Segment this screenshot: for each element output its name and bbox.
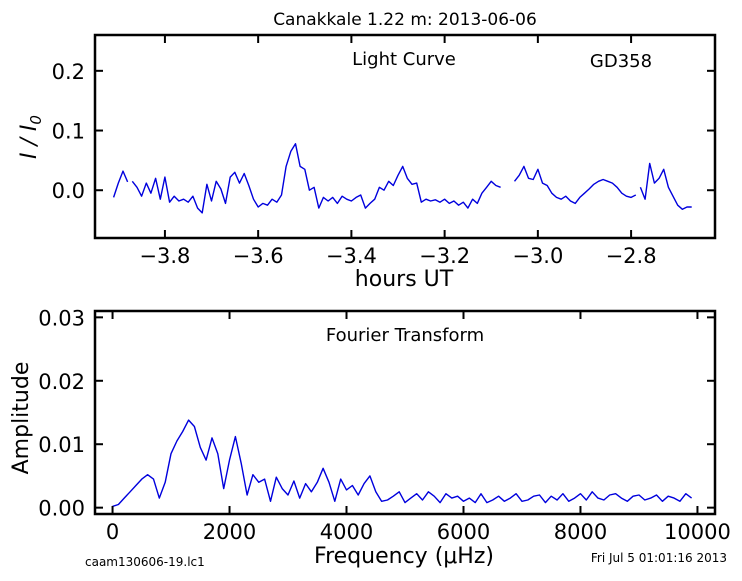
x-tick-label: 6000 [437, 520, 490, 544]
y-tick-label: 0.02 [38, 370, 85, 394]
light-curve-series [112, 142, 692, 214]
x-tick-label: 0 [106, 520, 119, 544]
series-segment-0 [112, 419, 693, 508]
star-name-annotation: GD358 [590, 51, 652, 72]
light-curve-annotation: Light Curve [352, 49, 456, 70]
series-segment-3 [639, 162, 692, 211]
light-curve-x-label: hours UT [355, 267, 454, 292]
series-segment-0 [112, 170, 129, 198]
light-curve-y-ticks: 0.0 0.1 0.2 [52, 60, 715, 203]
footer-filename: caam130606-19.lc1 [85, 555, 205, 569]
x-tick-label: −2.8 [606, 244, 657, 268]
light-curve-panel: Light Curve GD358 −3.8 −3.6 −3.4 −3.2 −3.0 −2… [17, 33, 717, 292]
x-tick-label: −3.8 [139, 244, 190, 268]
y-tick-label: 0.1 [52, 120, 85, 144]
light-curve-y-label: I / I0 [17, 115, 45, 159]
series-segment-2 [513, 165, 637, 205]
x-tick-label: 10000 [664, 520, 731, 544]
fourier-annotation: Fourier Transform [326, 325, 484, 346]
light-curve-frame [93, 33, 717, 240]
y-tick-label: 0.2 [52, 60, 85, 84]
fourier-y-label: Amplitude [9, 362, 34, 475]
x-tick-label: 2000 [203, 520, 256, 544]
figure-title: Canakkale 1.22 m: 2013-06-06 [273, 10, 537, 30]
fourier-series [112, 419, 693, 508]
y-tick-label: 0.03 [38, 306, 85, 330]
light-curve-x-ticks: −3.8 −3.6 −3.4 −3.2 −3.0 −2.8 [139, 35, 657, 268]
fourier-x-ticks: 0 2000 4000 6000 8000 10000 [106, 311, 731, 544]
y-tick-label: 0.0 [52, 179, 85, 203]
y-tick-label: 0.01 [38, 433, 85, 457]
fourier-y-ticks: 0.00 0.01 0.02 0.03 [38, 306, 715, 521]
series-segment-1 [131, 142, 501, 214]
x-tick-label: 8000 [554, 520, 607, 544]
fourier-frame [93, 309, 717, 516]
x-tick-label: −3.0 [512, 244, 563, 268]
footer-timestamp: Fri Jul 5 01:01:16 2013 [591, 551, 727, 565]
x-tick-label: −3.2 [419, 244, 470, 268]
x-tick-label: 4000 [320, 520, 373, 544]
fourier-x-label: Frequency (μHz) [314, 544, 494, 569]
x-tick-label: −3.6 [233, 244, 284, 268]
fourier-panel: Fourier Transform 0 2000 4000 6000 8000 10000… [9, 306, 731, 569]
y-tick-label: 0.00 [38, 497, 85, 521]
x-tick-label: −3.4 [326, 244, 377, 268]
